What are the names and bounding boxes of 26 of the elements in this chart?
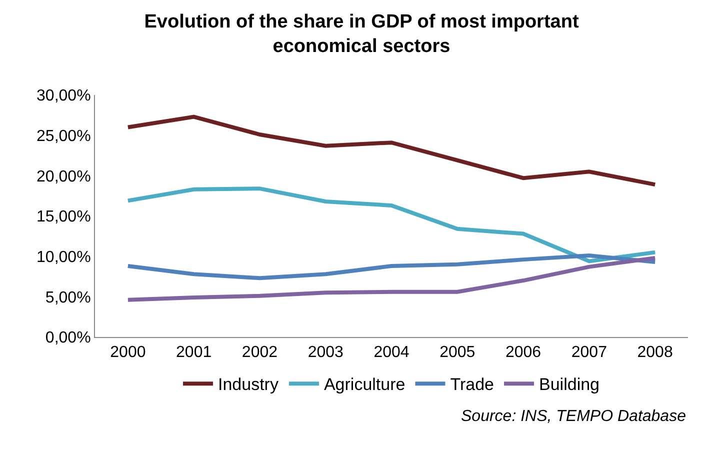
y-tick-label: 10,00% (36, 248, 91, 266)
x-tick-label: 2007 (571, 344, 608, 362)
y-tick-label: 30,00% (36, 88, 91, 105)
x-tick-label: 2001 (176, 344, 212, 362)
line-series (126, 186, 658, 264)
line-series (126, 114, 658, 187)
legend-label: Trade (450, 375, 494, 394)
chart-title: Evolution of the share in GDP of most important economical sectors (144, 11, 580, 58)
x-tick-label: 2008 (637, 344, 673, 362)
legend-label: Building (539, 375, 600, 394)
y-tick-label: 25,00% (36, 128, 91, 145)
x-tick-label: 2005 (440, 344, 476, 362)
x-tick-label: 2004 (374, 344, 410, 362)
y-tick-label: 5,00% (45, 289, 91, 306)
y-tick-label: 0,00% (45, 330, 91, 347)
x-tick-label: 2006 (505, 344, 542, 362)
x-tick-label: 2002 (242, 344, 278, 362)
line-series (126, 256, 658, 302)
y-tick-label: 15,00% (36, 208, 91, 226)
legend-label: Industry (218, 375, 279, 394)
legend-label: Agriculture (324, 375, 406, 394)
x-tick-label: 2003 (308, 344, 344, 362)
source-note: Source: INS, TEMPO Database (461, 408, 686, 425)
x-tick-label: 2000 (110, 344, 146, 362)
line-series (126, 254, 658, 280)
y-tick-label: 20,00% (36, 168, 91, 186)
